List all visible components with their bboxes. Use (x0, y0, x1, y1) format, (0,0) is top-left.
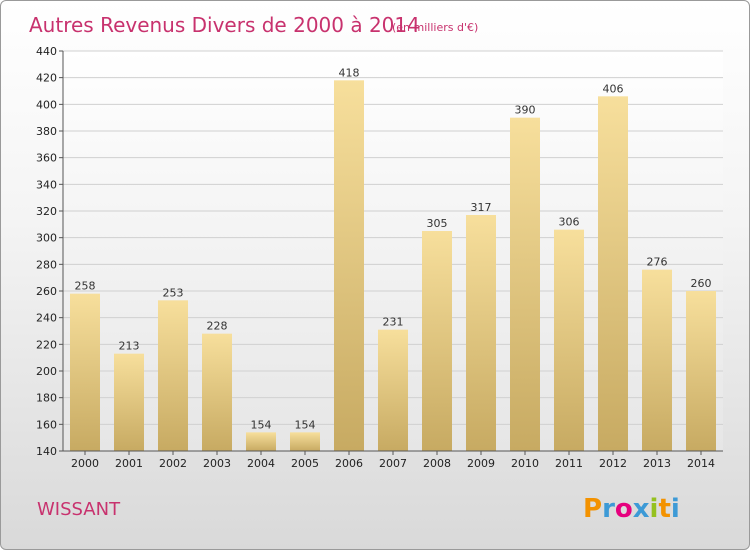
bar-2003 (202, 333, 232, 451)
x-tick-label: 2014 (687, 457, 715, 470)
x-tick-label: 2004 (247, 457, 275, 470)
logo-letter: x (633, 494, 650, 524)
bar-value-label: 154 (251, 418, 272, 431)
bar-2013 (642, 269, 672, 451)
x-tick-label: 2011 (555, 457, 583, 470)
bar-value-label: 260 (691, 277, 712, 290)
y-tick-label: 160 (36, 418, 57, 431)
y-tick-label: 320 (36, 205, 57, 218)
y-tick-label: 200 (36, 365, 57, 378)
bar-value-label: 418 (339, 66, 360, 79)
logo-letter: i (671, 494, 680, 524)
commune-name: WISSANT (37, 499, 121, 520)
y-tick-label: 280 (36, 258, 57, 271)
bar-2005 (290, 432, 320, 451)
bar-value-label: 306 (559, 216, 580, 229)
bar-2014 (686, 291, 716, 451)
bar-value-label: 213 (119, 340, 140, 353)
bar-2008 (422, 231, 452, 451)
y-tick-label: 400 (36, 98, 57, 111)
y-tick-label: 240 (36, 312, 57, 325)
y-tick-label: 420 (36, 72, 57, 85)
x-tick-label: 2005 (291, 457, 319, 470)
chart-title: Autres Revenus Divers de 2000 à 2014 (29, 13, 420, 37)
bar-2012 (598, 96, 628, 451)
y-tick-label: 380 (36, 125, 57, 138)
proxiti-logo: Proxiti (583, 494, 680, 524)
bar-2006 (334, 80, 364, 451)
x-tick-label: 2008 (423, 457, 451, 470)
y-tick-label: 260 (36, 285, 57, 298)
bar-2009 (466, 215, 496, 451)
bar-2007 (378, 329, 408, 451)
y-tick-label: 440 (36, 45, 57, 58)
bar-2004 (246, 432, 276, 451)
x-tick-label: 2012 (599, 457, 627, 470)
logo-letter: t (658, 494, 670, 524)
logo-letter: o (615, 494, 633, 524)
x-tick-label: 2013 (643, 457, 671, 470)
bar-value-label: 253 (163, 286, 184, 299)
bar-2001 (114, 353, 144, 451)
y-tick-label: 300 (36, 232, 57, 245)
bar-value-label: 317 (471, 201, 492, 214)
x-tick-label: 2002 (159, 457, 187, 470)
bar-2010 (510, 117, 540, 452)
bar-value-label: 406 (603, 82, 624, 95)
y-tick-label: 220 (36, 338, 57, 351)
x-tick-label: 2001 (115, 457, 143, 470)
bar-value-label: 258 (75, 280, 96, 293)
x-tick-label: 2010 (511, 457, 539, 470)
bars: 258 213 253 228 154 154 418 231 305 317 390 306 406 2… (70, 66, 716, 452)
logo-letter: P (583, 494, 602, 524)
y-tick-label: 140 (36, 445, 57, 458)
y-tick-label: 340 (36, 178, 57, 191)
x-tick-label: 2000 (71, 457, 99, 470)
y-tick-label: 180 (36, 392, 57, 405)
logo-letter: i (650, 494, 659, 524)
bar-value-label: 228 (207, 320, 228, 333)
bar-value-label: 231 (383, 316, 404, 329)
bar-value-label: 305 (427, 217, 448, 230)
x-tick-label: 2009 (467, 457, 495, 470)
logo-letter: r (602, 494, 615, 524)
bar-value-label: 154 (295, 418, 316, 431)
chart-unit: (en milliers d'€) (392, 21, 478, 34)
x-tick-label: 2003 (203, 457, 231, 470)
y-tick-label: 360 (36, 152, 57, 165)
bar-2000 (70, 293, 100, 451)
y-axis: 140 160 180 200 220 240 260 280 300 320 340 360 380 4… (36, 45, 64, 458)
x-tick-label: 2007 (379, 457, 407, 470)
bar-2011 (554, 229, 584, 451)
x-axis: 2000 2001 2002 2003 2004 2005 2006 2007 2008 2009… (63, 450, 723, 470)
bar-value-label: 390 (515, 104, 536, 117)
x-tick-label: 2006 (335, 457, 363, 470)
bar-2002 (158, 300, 188, 451)
bar-value-label: 276 (647, 256, 668, 269)
